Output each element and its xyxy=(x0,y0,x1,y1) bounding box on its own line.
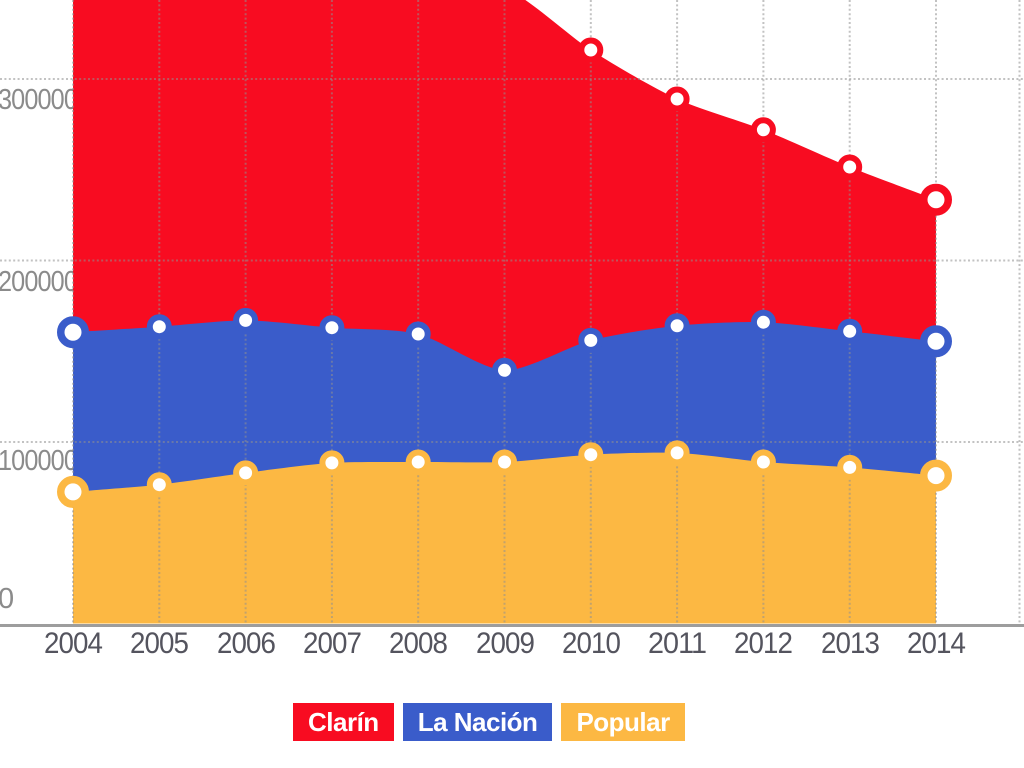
marker-popular-2009[interactable] xyxy=(492,449,517,475)
marker-popular-2012[interactable] xyxy=(750,449,776,475)
x-tick-label: 2007 xyxy=(303,627,361,660)
x-tick-label: 2009 xyxy=(476,627,534,660)
marker-la-nacion-2005[interactable] xyxy=(146,314,172,340)
marker-popular-2006[interactable] xyxy=(233,460,259,486)
marker-popular-2013[interactable] xyxy=(837,454,863,480)
marker-la-nacion-2014[interactable] xyxy=(920,325,952,358)
y-tick-label: 200000 xyxy=(0,266,77,298)
marker-la-nacion-2013[interactable] xyxy=(837,318,863,344)
marker-la-nacion-2009[interactable] xyxy=(492,357,517,383)
x-tick-label: 2012 xyxy=(734,627,792,660)
marker-clarin-2010[interactable] xyxy=(578,37,604,63)
marker-la-nacion-2012[interactable] xyxy=(750,309,776,335)
y-tick-label: 100000 xyxy=(0,445,77,477)
x-axis-labels: 2004 2005 2006 2007 2008 2009 2010 2011 … xyxy=(44,627,966,660)
marker-la-nacion-2004[interactable] xyxy=(57,316,89,349)
marker-popular-2005[interactable] xyxy=(146,472,172,498)
y-tick-label: 0 xyxy=(0,583,13,615)
marker-la-nacion-2011[interactable] xyxy=(664,313,690,339)
x-tick-label: 2010 xyxy=(562,627,620,660)
gridlines xyxy=(0,0,1024,624)
marker-la-nacion-2006[interactable] xyxy=(233,307,259,333)
marker-clarin-2013[interactable] xyxy=(837,154,863,180)
marker-popular-2004[interactable] xyxy=(57,475,89,508)
series-areas xyxy=(73,0,936,624)
marker-clarin-2011[interactable] xyxy=(664,86,690,112)
legend-item-la-nacion[interactable]: La Nación xyxy=(402,703,553,741)
marker-clarin-2014[interactable] xyxy=(920,183,952,216)
chart-legend: Clarín La Nación Popular xyxy=(293,703,685,741)
marker-popular-2014[interactable] xyxy=(920,459,952,492)
x-tick-label: 2008 xyxy=(389,627,447,660)
data-point-markers xyxy=(57,37,952,508)
marker-la-nacion-2008[interactable] xyxy=(405,321,431,347)
x-tick-label: 2004 xyxy=(44,627,102,660)
y-tick-label: 300000 xyxy=(0,84,77,116)
marker-clarin-2012[interactable] xyxy=(750,117,776,143)
marker-popular-2007[interactable] xyxy=(319,450,345,476)
marker-popular-2011[interactable] xyxy=(664,440,690,466)
x-tick-label: 2014 xyxy=(907,627,965,660)
marker-popular-2010[interactable] xyxy=(578,442,604,468)
marker-la-nacion-2010[interactable] xyxy=(578,327,604,353)
y-axis-labels: 0 100000 200000 300000 xyxy=(0,84,78,615)
marker-popular-2008[interactable] xyxy=(405,449,431,475)
x-tick-label: 2013 xyxy=(821,627,879,660)
x-tick-label: 2011 xyxy=(648,627,706,660)
legend-item-clarin[interactable]: Clarín xyxy=(293,703,394,741)
marker-la-nacion-2007[interactable] xyxy=(319,315,345,341)
legend-item-popular[interactable]: Popular xyxy=(561,703,685,741)
x-tick-label: 2006 xyxy=(217,627,275,660)
x-tick-label: 2005 xyxy=(130,627,188,660)
